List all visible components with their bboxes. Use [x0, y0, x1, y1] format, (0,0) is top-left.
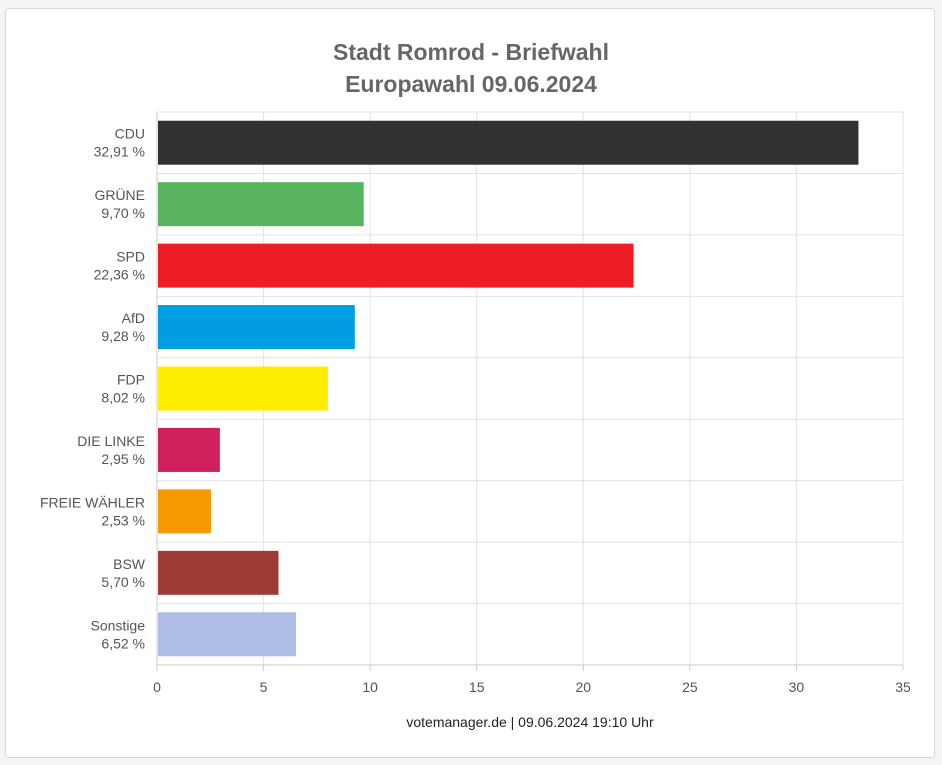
bar-fdp — [158, 366, 328, 411]
bar-afd — [158, 305, 355, 350]
x-tick-label: 10 — [362, 679, 378, 695]
x-tick-label: 20 — [575, 679, 591, 695]
category-label: BSW — [113, 556, 146, 572]
chart-footer: votemanager.de | 09.06.2024 19:10 Uhr — [406, 714, 654, 730]
chart-subtitle: Europawahl 09.06.2024 — [345, 71, 597, 97]
category-label: AfD — [122, 310, 145, 326]
x-tick-label: 5 — [260, 679, 268, 695]
bar-die-linke — [158, 427, 220, 472]
bar-bsw — [158, 550, 279, 595]
x-tick-label: 0 — [153, 679, 161, 695]
value-label: 22,36 % — [94, 267, 145, 283]
bar-grüne — [158, 182, 364, 227]
category-label: CDU — [115, 126, 145, 142]
category-label: Sonstige — [91, 617, 146, 633]
category-label: FREIE WÄHLER — [40, 494, 145, 510]
value-label: 5,70 % — [101, 574, 145, 590]
value-label: 6,52 % — [101, 635, 145, 651]
category-label: DIE LINKE — [77, 433, 145, 449]
bar-spd — [158, 243, 634, 288]
value-label: 9,70 % — [101, 205, 145, 221]
x-tick-label: 25 — [682, 679, 698, 695]
x-tick-label: 15 — [469, 679, 485, 695]
value-label: 2,95 % — [101, 451, 145, 467]
value-label: 8,02 % — [101, 390, 145, 406]
bar-cdu — [158, 120, 859, 165]
value-label: 32,91 % — [94, 144, 145, 160]
value-label: 2,53 % — [101, 512, 145, 528]
bar-freie-wähler — [158, 489, 211, 534]
x-tick-label: 35 — [895, 679, 911, 695]
bar-sonstige — [158, 612, 296, 657]
x-tick-label: 30 — [789, 679, 805, 695]
category-label: GRÜNE — [94, 186, 145, 203]
value-label: 9,28 % — [101, 328, 145, 344]
category-label: FDP — [117, 372, 145, 388]
category-label: SPD — [116, 249, 145, 265]
chart-title: Stadt Romrod - Briefwahl — [332, 39, 609, 65]
